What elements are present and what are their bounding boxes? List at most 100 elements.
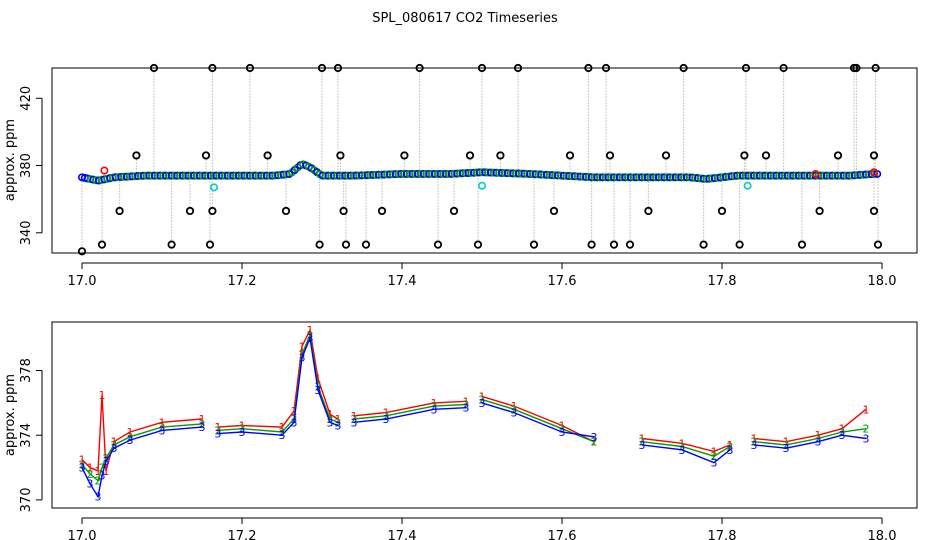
series-marker-2: 2 — [159, 421, 166, 434]
data-point-baseline — [677, 173, 686, 182]
series-marker-1: 1 — [351, 410, 358, 423]
bottom-x-axis: 17.0 17.2 17.4 17.6 17.8 18.0 — [68, 517, 896, 540]
series-marker-3: 3 — [479, 397, 486, 410]
top-x-tick-label: 18.0 — [868, 274, 897, 289]
data-point-secondary — [635, 173, 644, 182]
outlier-point — [336, 151, 345, 160]
data-point-secondary — [763, 171, 772, 180]
top-x-tick-label: 17.8 — [708, 274, 737, 289]
outlier-point — [208, 206, 217, 216]
outlier-point — [644, 206, 653, 216]
series-marker-3: 3 — [111, 442, 118, 455]
data-point-baseline — [828, 171, 837, 180]
data-point-secondary — [663, 173, 672, 182]
data-point-secondary — [786, 171, 795, 180]
bottom-x-tick-label: 17.8 — [708, 529, 737, 540]
series-marker-1: 1 — [863, 403, 870, 416]
series-marker-2: 2 — [863, 423, 870, 436]
series-marker-2: 2 — [79, 458, 86, 471]
series-marker-1: 1 — [279, 421, 286, 434]
data-point-secondary — [237, 171, 246, 180]
series-marker-3: 3 — [307, 332, 314, 345]
series-line-2 — [81, 332, 867, 482]
outlier-point — [281, 206, 291, 216]
series-marker-3: 3 — [291, 416, 298, 429]
data-point-secondary — [775, 171, 784, 180]
top-x-tick-label: 17.4 — [388, 274, 417, 289]
data-point-baseline — [744, 171, 753, 180]
outlier-point — [869, 151, 879, 160]
series-marker-3: 3 — [815, 436, 822, 449]
series-marker-2: 2 — [307, 329, 314, 342]
data-point-baseline — [649, 173, 658, 182]
series-marker-3: 3 — [783, 442, 790, 455]
series-marker-1: 1 — [639, 432, 646, 445]
data-point-secondary — [831, 171, 840, 180]
series-marker-3: 3 — [279, 429, 286, 442]
outlier-point — [605, 151, 615, 160]
series-marker-3: 3 — [559, 426, 566, 439]
data-point-baseline — [206, 171, 215, 180]
data-point-baseline — [789, 171, 798, 180]
series-marker-1: 1 — [315, 373, 322, 386]
series-marker-2: 2 — [127, 431, 134, 444]
data-point-secondary — [164, 171, 173, 180]
series-marker-1: 1 — [215, 421, 222, 434]
top-y-tick-label: 380 — [19, 153, 34, 178]
series-marker-3: 3 — [95, 491, 102, 504]
top-y-tick-label: 420 — [19, 86, 34, 111]
data-point-baseline — [637, 173, 646, 182]
series-marker-3: 3 — [679, 444, 686, 457]
outlier-point — [717, 206, 727, 216]
series-marker-3: 3 — [839, 429, 846, 442]
data-point-quaternary — [743, 181, 752, 190]
outlier-point — [699, 240, 708, 249]
outlier-point — [735, 240, 744, 249]
outlier-point — [77, 247, 87, 256]
data-point-secondary — [254, 171, 263, 180]
series-marker-2: 2 — [639, 436, 646, 449]
data-point-secondary — [220, 171, 229, 180]
outlier-point — [433, 240, 443, 249]
bottom-x-tick-label: 17.4 — [388, 529, 417, 540]
outlier-point — [529, 240, 539, 249]
outlier-point — [205, 240, 215, 249]
data-point-baseline — [150, 171, 159, 180]
data-point-baseline — [341, 171, 350, 180]
data-point-baseline — [777, 171, 786, 180]
outlier-point — [167, 240, 176, 249]
series-marker-1: 1 — [479, 390, 486, 403]
series-marker-3: 3 — [79, 462, 86, 475]
top-x-axis: 17.0 17.2 17.4 17.6 17.8 18.0 — [68, 262, 897, 289]
data-point-secondary — [758, 171, 767, 180]
series-marker-3: 3 — [711, 457, 718, 470]
data-point-secondary — [411, 169, 420, 178]
series-marker-1: 1 — [711, 445, 718, 458]
series-marker-1: 1 — [839, 423, 846, 436]
series-marker-1: 1 — [679, 437, 686, 450]
series-marker-2: 2 — [479, 394, 486, 407]
series-marker-3: 3 — [727, 444, 734, 457]
outlier-point — [873, 240, 883, 249]
series-marker-2: 2 — [327, 413, 334, 426]
series-marker-1: 1 — [559, 420, 566, 433]
bottom-y-tick-label: 378 — [19, 358, 34, 383]
data-point-secondary — [439, 169, 448, 178]
outlier-point — [815, 206, 824, 216]
outlier-point — [115, 206, 124, 216]
outlier-point — [740, 151, 749, 160]
data-point-baseline — [593, 173, 602, 182]
outlier-point — [833, 151, 843, 160]
top-plot-area — [77, 63, 883, 256]
series-line-3 — [81, 335, 867, 499]
outlier-point — [449, 206, 459, 216]
series-marker-1: 1 — [783, 436, 790, 449]
outlier-point — [201, 151, 211, 160]
outlier-point — [400, 151, 409, 160]
top-y-axis: 340 380 420 — [19, 86, 43, 245]
series-marker-1: 1 — [727, 439, 734, 452]
outlier-point — [496, 151, 505, 160]
series-marker-2: 2 — [431, 400, 438, 413]
series-marker-3: 3 — [511, 407, 518, 420]
